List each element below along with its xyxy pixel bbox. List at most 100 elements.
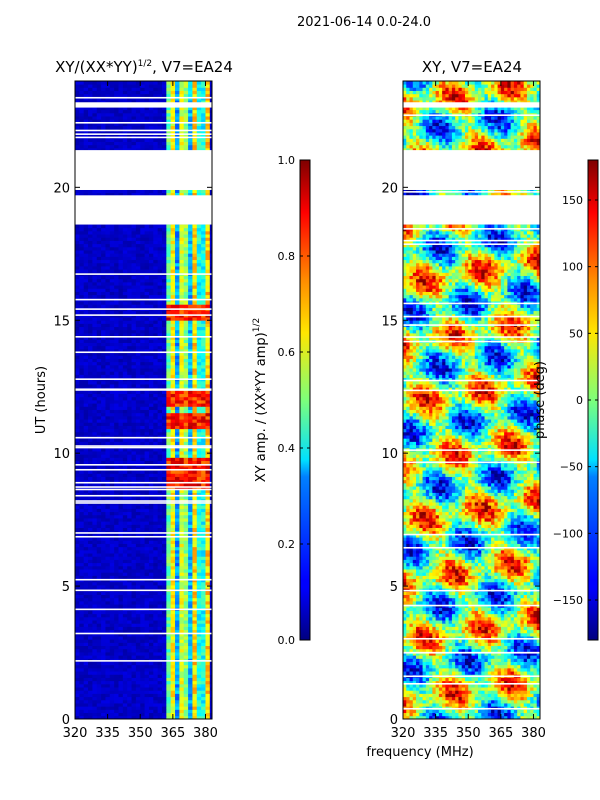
heatmap-cell (79, 234, 85, 238)
heatmap-cell (166, 371, 172, 375)
heatmap-cell (209, 693, 212, 698)
heatmap-cell (135, 415, 141, 420)
heatmap-cell (183, 285, 189, 289)
heatmap-cell (118, 345, 124, 350)
heatmap-cell (166, 569, 172, 573)
heatmap-cell (114, 243, 119, 248)
heatmap-cell (188, 342, 193, 347)
heatmap-cell (83, 259, 89, 264)
heatmap-cell (127, 683, 132, 688)
heatmap-cell (79, 549, 85, 554)
heatmap-cell (157, 597, 163, 602)
heatmap-cell (75, 364, 80, 369)
heatmap-cell (114, 301, 119, 305)
heatmap-cell (196, 581, 202, 586)
heatmap-cell (92, 546, 98, 551)
heatmap-cell (118, 597, 124, 602)
heatmap-cell (118, 626, 124, 631)
heatmap-cell (161, 632, 167, 637)
heatmap-cell (209, 572, 212, 576)
heatmap-cell (144, 333, 150, 337)
heatmap-cell (122, 227, 128, 232)
heatmap-cell (75, 409, 80, 414)
heatmap-cell (109, 371, 115, 375)
heatmap-cell (144, 457, 150, 462)
heatmap-cell (131, 329, 137, 334)
heatmap-cell (135, 237, 141, 241)
heatmap-cell (109, 473, 115, 477)
heatmap-cell (79, 454, 85, 458)
heatmap-cell (88, 323, 93, 328)
heatmap-cell (179, 690, 185, 694)
heatmap-cell (148, 237, 154, 241)
heatmap-cell (140, 431, 145, 436)
heatmap-cell (157, 575, 163, 580)
heatmap-cell (153, 371, 159, 375)
heatmap-cell (96, 629, 102, 634)
heatmap-cell (109, 419, 115, 423)
heatmap-cell (170, 451, 176, 455)
heatmap-cell (83, 390, 89, 395)
heatmap-cell (122, 374, 128, 379)
heatmap-cell (83, 680, 89, 685)
heatmap-cell (188, 224, 193, 229)
heatmap-cell (135, 715, 141, 719)
heatmap-cell (201, 562, 206, 567)
heatmap-cell (161, 699, 167, 704)
heatmap-cell (196, 384, 202, 388)
heatmap-cell (135, 396, 141, 401)
heatmap-cell (192, 457, 198, 462)
heatmap-cell (131, 428, 137, 433)
heatmap-cell (196, 696, 202, 701)
heatmap-cell (114, 703, 119, 707)
heatmap-cell (83, 355, 89, 359)
heatmap-cell (209, 275, 212, 280)
heatmap-cell (105, 412, 111, 417)
heatmap-cell (183, 537, 189, 541)
heatmap-cell (122, 597, 128, 602)
heatmap-cell (105, 683, 111, 688)
heatmap-cell (179, 553, 185, 557)
heatmap-cell (105, 326, 111, 331)
heatmap-cell (101, 533, 106, 538)
heatmap-cell (96, 374, 102, 379)
heatmap-cell (209, 266, 212, 270)
heatmap-cell (192, 412, 198, 417)
heatmap-cell (101, 562, 106, 567)
heatmap-cell (209, 594, 212, 599)
heatmap-cell (175, 361, 180, 366)
heatmap-cell (92, 457, 98, 462)
heatmap-cell (96, 661, 102, 666)
heatmap-cell (96, 677, 102, 682)
heatmap-cell (209, 671, 212, 675)
heatmap-cell (79, 546, 85, 551)
heatmap-cell (88, 240, 93, 245)
heatmap-cell (131, 690, 137, 694)
heatmap-cell (175, 581, 180, 586)
heatmap-cell (201, 533, 206, 538)
heatmap-cell (209, 674, 212, 678)
heatmap-cell (170, 655, 176, 659)
heatmap-cell (144, 400, 150, 404)
heatmap-cell (209, 371, 212, 375)
heatmap-cell (148, 224, 154, 229)
heatmap-cell (201, 451, 206, 455)
heatmap-cell (192, 409, 198, 414)
heatmap-cell (188, 281, 193, 286)
heatmap-cell (140, 336, 145, 340)
heatmap-cell (83, 374, 89, 379)
heatmap-cell (144, 237, 150, 241)
heatmap-cell (144, 269, 150, 273)
heatmap-cell (83, 470, 89, 474)
heatmap-cell (122, 355, 128, 359)
heatmap-cell (175, 693, 180, 698)
heatmap-cell (205, 234, 211, 238)
heatmap-cell (166, 502, 172, 506)
heatmap-cell (144, 275, 150, 280)
heatmap-cell (114, 495, 119, 500)
heatmap-cell (122, 256, 128, 261)
heatmap-cell (192, 451, 198, 455)
heatmap-cell (157, 403, 163, 407)
heatmap-cell (88, 342, 93, 347)
heatmap-cell (79, 492, 85, 497)
